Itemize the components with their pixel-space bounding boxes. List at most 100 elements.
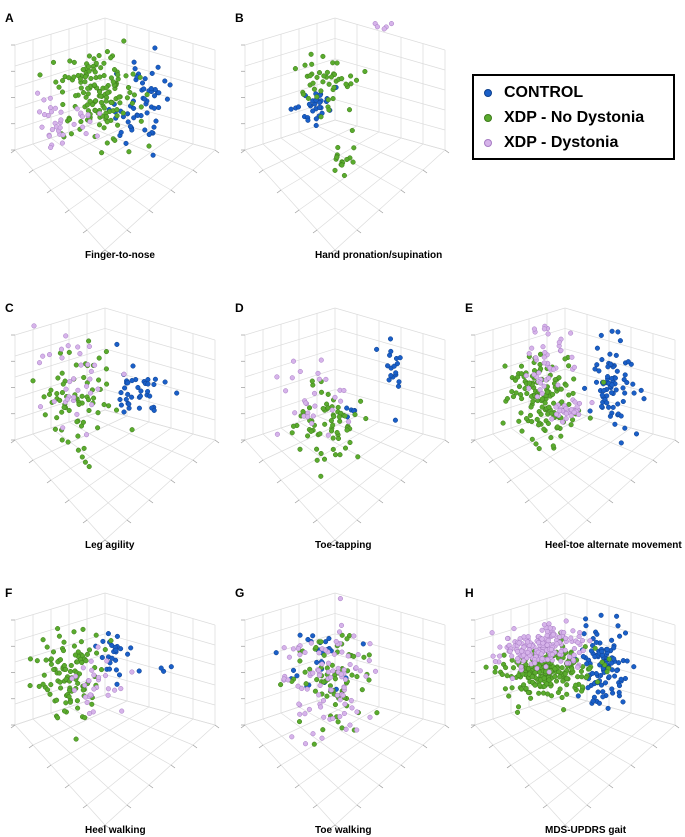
data-point: [357, 668, 363, 674]
data-point: [145, 388, 151, 395]
data-point: [546, 375, 552, 381]
data-point: [335, 435, 342, 442]
data-point: [53, 79, 59, 85]
data-point: [604, 646, 610, 652]
data-point: [374, 710, 380, 716]
data-point: [273, 650, 279, 656]
data-point: [85, 85, 91, 91]
data-point: [396, 379, 402, 385]
data-point: [87, 98, 93, 104]
data-point: [147, 393, 153, 399]
data-point: [615, 401, 621, 407]
data-point: [570, 390, 576, 396]
data-point: [598, 682, 605, 688]
data-point: [125, 651, 131, 657]
chart-panel-c: C Leg agility: [5, 301, 220, 551]
data-point: [596, 368, 602, 374]
data-point: [333, 638, 339, 645]
data-point: [99, 150, 105, 156]
data-point: [331, 84, 337, 90]
series-control-d: [344, 336, 403, 423]
data-point: [152, 376, 158, 382]
data-point: [559, 694, 565, 701]
data-point: [82, 74, 88, 80]
data-point: [541, 622, 547, 628]
data-point: [514, 709, 521, 715]
data-point: [79, 454, 85, 460]
data-point: [95, 644, 101, 650]
data-point: [57, 125, 63, 131]
data-point: [347, 661, 353, 668]
data-point: [48, 661, 54, 667]
data-point: [541, 326, 547, 332]
data-point: [75, 447, 81, 453]
data-point: [344, 405, 350, 411]
data-point: [289, 734, 295, 740]
data-point: [174, 390, 180, 396]
data-point: [381, 26, 387, 32]
data-point: [529, 419, 535, 425]
data-point: [325, 391, 331, 397]
legend: CONTROL XDP - No Dystonia XDP - Dystonia: [472, 74, 675, 160]
data-point: [56, 84, 62, 90]
data-point: [114, 341, 120, 347]
data-point: [148, 86, 154, 92]
data-point: [286, 654, 292, 660]
data-point: [320, 53, 326, 59]
data-point: [320, 79, 326, 85]
data-point: [89, 402, 95, 408]
data-point: [106, 666, 113, 672]
data-point: [312, 688, 318, 694]
data-point: [503, 665, 509, 671]
data-point: [97, 89, 103, 95]
data-point: [335, 404, 341, 410]
data-point: [56, 670, 62, 676]
data-point: [310, 633, 316, 639]
data-point: [342, 445, 349, 451]
data-point: [366, 652, 372, 658]
data-point: [80, 626, 86, 632]
data-point: [568, 422, 574, 428]
data-point: [59, 390, 65, 396]
data-point: [349, 672, 355, 678]
data-point: [105, 692, 111, 698]
data-point: [614, 668, 620, 674]
data-point: [641, 396, 647, 402]
data-point: [605, 705, 611, 711]
data-point: [57, 657, 64, 663]
data-point: [112, 137, 118, 143]
data-point: [317, 99, 323, 106]
data-point: [594, 631, 600, 637]
data-point: [290, 667, 297, 673]
data-point: [126, 401, 132, 407]
data-point: [335, 719, 341, 725]
data-point: [313, 644, 319, 651]
data-point: [97, 110, 103, 117]
legend-label-control: CONTROL: [504, 84, 584, 101]
data-point: [599, 403, 605, 410]
data-point: [75, 705, 81, 711]
data-point: [550, 443, 556, 449]
data-point: [115, 72, 121, 78]
data-point: [138, 104, 144, 110]
data-point: [115, 76, 121, 82]
data-point: [41, 672, 47, 678]
data-point: [66, 75, 72, 81]
data-point: [318, 450, 324, 457]
data-point: [594, 345, 600, 351]
data-point: [104, 140, 110, 146]
data-point: [289, 375, 295, 381]
data-point: [71, 74, 77, 80]
data-point: [116, 94, 122, 100]
data-point: [83, 658, 89, 664]
data-point: [372, 668, 379, 674]
data-point: [144, 110, 150, 116]
data-point: [566, 363, 572, 369]
chart-panel-f: F Heel walking: [5, 586, 220, 836]
data-point: [80, 90, 87, 96]
data-point: [622, 675, 628, 682]
data-point: [601, 387, 607, 394]
data-point: [537, 387, 543, 393]
data-point: [633, 431, 640, 437]
data-point: [94, 650, 100, 656]
